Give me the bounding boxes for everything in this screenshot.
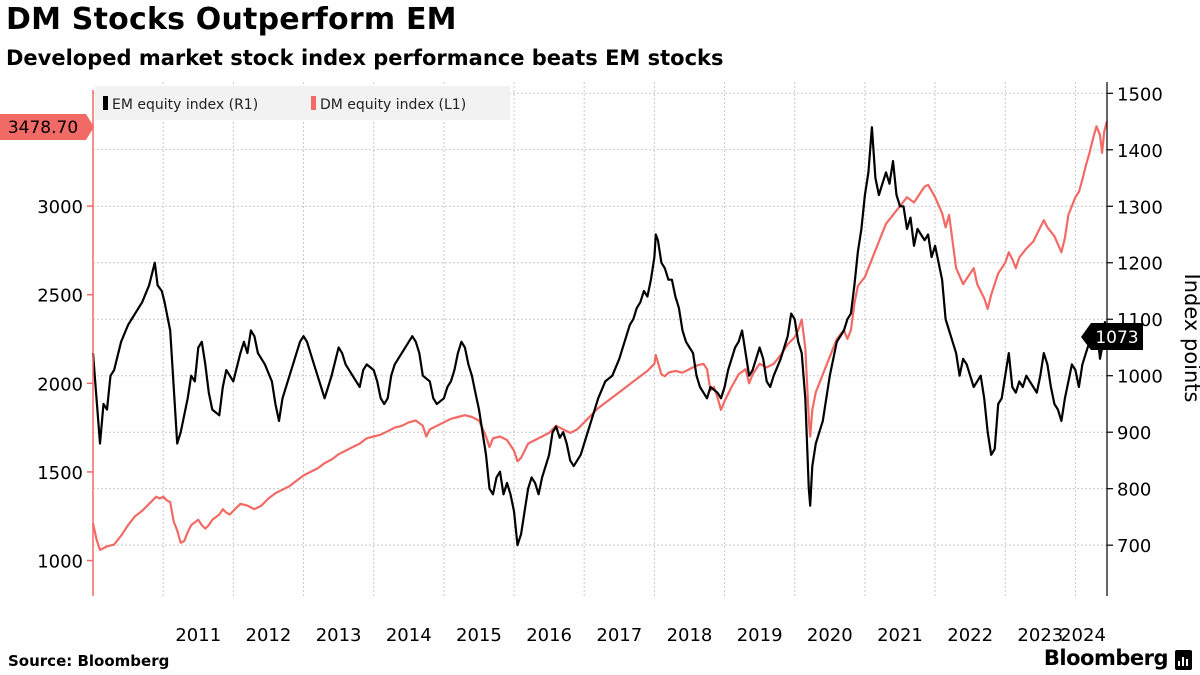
grid-lines [93,82,1107,596]
x-tick-label: 2013 [316,625,362,646]
axes: 1000150020002500300070080090010001100120… [37,82,1163,646]
y-right-tick-label: 800 [1117,480,1151,501]
series-dm-line [91,120,1109,551]
x-tick-label: 2019 [737,625,783,646]
em-last-value-tag: 1073 [1081,323,1143,350]
legend-swatch-dm [311,96,316,110]
x-tick-label: 2022 [947,625,993,646]
series-em-line [91,126,1109,547]
legend-label-dm: DM equity index (L1) [320,97,466,113]
x-tick-label: 2011 [175,625,221,646]
x-tick-label: 2023 [1017,625,1063,646]
bloomberg-mark-icon [1175,650,1192,670]
y-right-tick-label: 1400 [1117,141,1163,162]
legend-swatch-em [103,96,108,110]
x-tick-label: 2015 [456,625,502,646]
legend-background [95,86,510,120]
y-left-tick-label: 1500 [37,463,83,484]
x-tick-label: 2017 [596,625,642,646]
chart-subtitle: Developed market stock index performance… [6,46,724,70]
y-right-tick-label: 1000 [1117,367,1163,388]
y-left-tick-label: 2500 [37,286,83,307]
legend-label-em: EM equity index (R1) [112,97,258,113]
x-tick-label: 2024 [1060,625,1106,646]
y-right-tick-label: 900 [1117,423,1151,444]
y-right-tick-label: 1500 [1117,84,1163,105]
legend: EM equity index (R1) DM equity index (L1… [95,86,510,120]
source-note: Source: Bloomberg [8,652,170,670]
y-left-tick-label: 2000 [37,374,83,395]
x-tick-label: 2021 [877,625,923,646]
y-left-tick-label: 1000 [37,552,83,573]
dm-last-value-tag: 3478.70 [0,114,94,140]
dm-last-value-label: 3478.70 [8,118,78,138]
x-tick-label: 2020 [807,625,853,646]
em-last-value-label: 1073 [1095,328,1138,348]
series-lines [91,120,1109,551]
x-tick-label: 2014 [386,625,432,646]
x-tick-label: 2016 [526,625,572,646]
y-right-tick-label: 1200 [1117,254,1163,275]
y-left-tick-label: 3000 [37,197,83,218]
x-tick-label: 2018 [667,625,713,646]
chart-title: DM Stocks Outperform EM [6,2,457,37]
y-axis-right-label: Index points [1180,274,1200,403]
y-right-tick-label: 700 [1117,536,1151,557]
y-right-tick-label: 1300 [1117,197,1163,218]
x-tick-label: 2012 [246,625,292,646]
bloomberg-logo: Bloomberg [1043,646,1169,670]
